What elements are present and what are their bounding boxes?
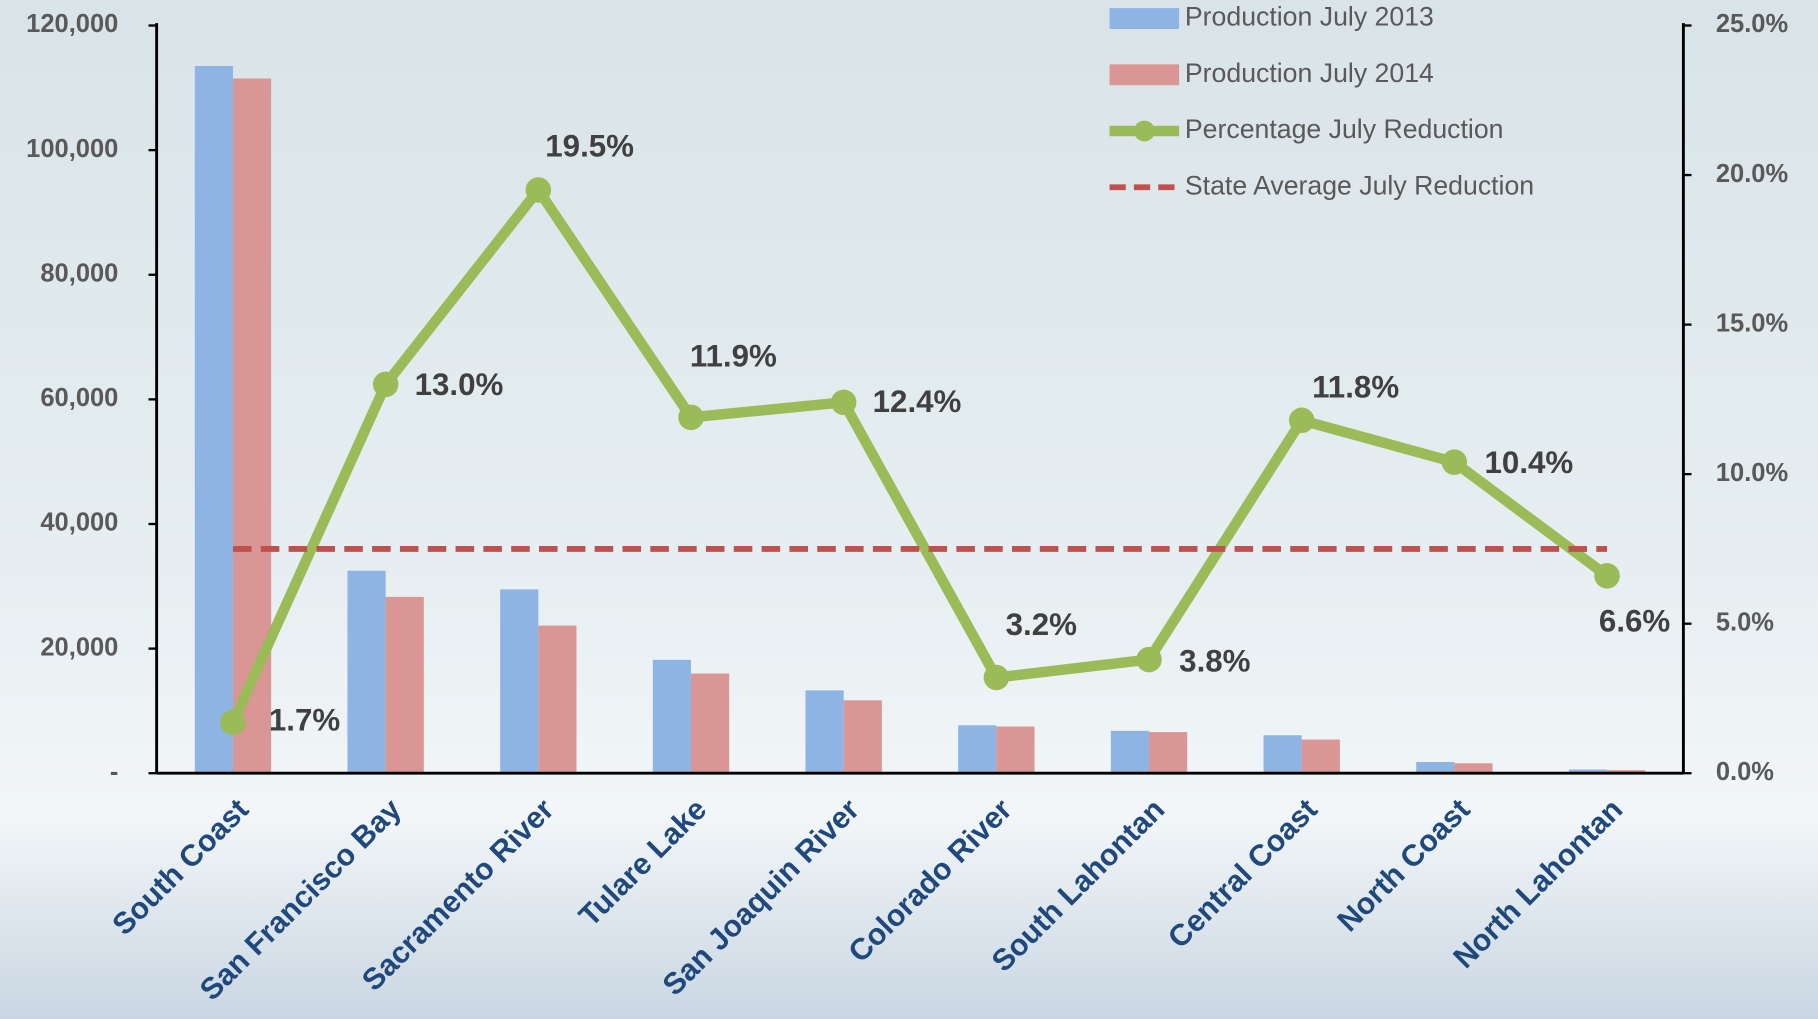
legend-label: Percentage July Reduction xyxy=(1185,114,1504,144)
data-label: 3.2% xyxy=(1006,607,1077,642)
y-tick-label: 20,000 xyxy=(40,633,118,661)
marker xyxy=(1594,563,1620,589)
bar xyxy=(844,700,882,773)
x-tick-label: North Coast xyxy=(1331,793,1476,938)
x-tick-label: Colorado River xyxy=(843,793,1019,969)
bar xyxy=(1149,732,1187,773)
bar xyxy=(653,660,691,773)
marker xyxy=(984,665,1010,691)
marker xyxy=(1442,449,1468,475)
bar xyxy=(386,597,424,773)
data-label: 12.4% xyxy=(873,384,962,419)
bar xyxy=(195,66,233,773)
data-label: 11.9% xyxy=(690,338,777,373)
data-label: 11.8% xyxy=(1312,369,1399,404)
bar xyxy=(347,571,385,774)
chart: - 20,000 40,000 60,000 80,000 100,000 120,000 0… xyxy=(0,0,1818,1019)
y-tick-label: 40,000 xyxy=(40,509,118,537)
y-tick-label: - xyxy=(110,758,118,786)
y-tick-label: 60,000 xyxy=(40,384,118,412)
y2-tick-label: 15.0% xyxy=(1716,309,1788,337)
marker xyxy=(1289,408,1315,434)
marker xyxy=(678,405,704,431)
data-label: 13.0% xyxy=(415,367,504,402)
bar xyxy=(958,725,996,773)
bar xyxy=(500,589,538,773)
bar xyxy=(538,626,576,774)
bar xyxy=(996,727,1034,774)
y2-tick-label: 0.0% xyxy=(1716,758,1774,786)
bar xyxy=(1111,731,1149,773)
x-tick-label: Tulare Lake xyxy=(573,793,713,933)
marker xyxy=(1136,647,1162,673)
data-label: 3.8% xyxy=(1179,643,1250,678)
y-tick-label: 100,000 xyxy=(26,135,118,163)
data-label: 1.7% xyxy=(269,703,340,738)
bar xyxy=(806,690,844,773)
y-tick-label: 120,000 xyxy=(26,10,118,38)
bar xyxy=(1302,740,1340,774)
data-label: 10.4% xyxy=(1485,445,1574,480)
marker xyxy=(373,372,399,398)
bar xyxy=(691,674,729,774)
legend-label: Production July 2014 xyxy=(1185,58,1434,88)
x-tick-label: South Coast xyxy=(106,793,255,942)
marker xyxy=(220,710,246,736)
bar xyxy=(1264,735,1302,773)
legend-label: State Average July Reduction xyxy=(1185,170,1534,200)
legend-swatch xyxy=(1110,64,1180,85)
y2-tick-label: 20.0% xyxy=(1716,160,1788,188)
y2-tick-label: 5.0% xyxy=(1716,608,1774,636)
line xyxy=(233,190,1607,722)
x-tick-label: North Lahontan xyxy=(1447,793,1629,975)
marker xyxy=(831,390,857,416)
bar xyxy=(1454,763,1492,773)
bar xyxy=(1416,762,1454,773)
data-label: 6.6% xyxy=(1599,604,1670,639)
legend-label: Production July 2013 xyxy=(1185,2,1434,32)
legend-swatch xyxy=(1110,8,1180,29)
y2-tick-label: 10.0% xyxy=(1716,459,1788,487)
y-tick-label: 80,000 xyxy=(40,259,118,287)
y2-tick-label: 25.0% xyxy=(1716,10,1788,38)
marker xyxy=(526,177,552,203)
legend-marker xyxy=(1134,121,1155,142)
x-tick-label: Central Coast xyxy=(1162,793,1324,955)
data-label: 19.5% xyxy=(545,129,634,164)
